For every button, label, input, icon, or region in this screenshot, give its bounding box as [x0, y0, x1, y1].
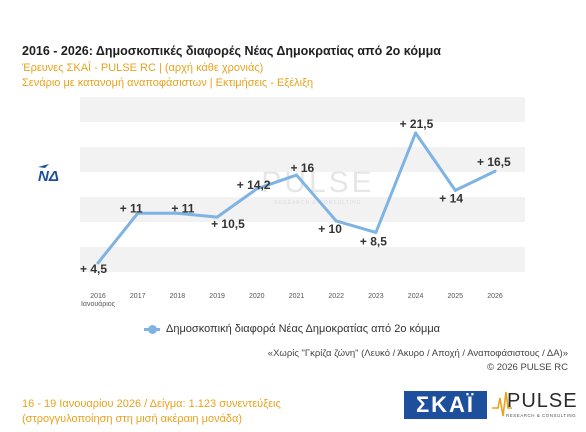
data-label: + 16,5: [477, 155, 511, 169]
data-label: + 11: [171, 201, 194, 215]
nd-logo-text: ΝΔ: [38, 168, 59, 183]
background-band: [80, 197, 525, 222]
background-band: [80, 147, 525, 172]
data-point: [255, 187, 259, 191]
footer-survey-info: 16 - 19 Ιανουαρίου 2026 / Δείγμα: 1.123 …: [22, 398, 281, 410]
data-point: [334, 219, 338, 223]
skai-logo: ΣΚΑΪ: [404, 391, 487, 419]
legend-label: Δημοσκοπική διαφορά Νέας Δημοκρατίας από…: [166, 323, 441, 335]
data-label: + 10: [318, 222, 342, 236]
chart-legend: Δημοσκοπική διαφορά Νέας Δημοκρατίας από…: [144, 323, 440, 335]
note-copyright: © 2026 PULSE RC: [487, 362, 568, 373]
x-tick-label: 2017: [130, 293, 146, 300]
x-tick-label: 2019: [209, 293, 225, 300]
data-point: [175, 211, 179, 215]
x-tick-label: 2018: [170, 293, 186, 300]
data-label: + 16: [291, 161, 315, 175]
legend-swatch: [144, 324, 160, 334]
note-grey-zone: «Χωρίς "Γκρίζα ζώνη" (Λευκό / Άκυρο / Απ…: [267, 348, 568, 359]
data-label: + 21,5: [400, 117, 434, 131]
pulse-logo-word: PULSE: [507, 390, 578, 412]
data-point: [295, 173, 298, 177]
data-point: [414, 131, 418, 135]
data-point: [96, 261, 100, 265]
chart-subtitle-sources: Έρευνες ΣΚΑΪ - PULSE RC | (αρχή κάθε χρο…: [22, 62, 264, 74]
data-label: + 14,2: [237, 178, 271, 192]
x-tick-label: 2022: [328, 293, 344, 300]
data-label: + 10,5: [211, 217, 245, 231]
nd-logo: ΝΔ: [38, 164, 59, 183]
data-label: + 11: [120, 201, 143, 215]
data-point: [374, 230, 378, 234]
background-band: [80, 97, 525, 122]
x-tick-label: 2016 Ιανουάριος: [81, 293, 116, 308]
pulse-logo-subtitle: RESEARCH & CONSULTING: [506, 413, 577, 418]
footer-rounding-note: (στρογγυλοποίηση στη μισή ακέραιη μονάδα…: [22, 413, 243, 425]
pulse-logo-mark: [492, 391, 512, 417]
data-point: [493, 169, 497, 173]
data-label: + 8,5: [360, 234, 387, 248]
x-tick-label: 2021: [289, 293, 305, 300]
data-label: + 14: [439, 191, 463, 205]
chart-subtitle-scenario: Σενάριο με κατανομή αναποφάσιστων | Εκτι…: [22, 77, 314, 89]
x-tick-label: 2025: [448, 293, 464, 300]
data-label: + 4,5: [80, 262, 107, 276]
x-tick-label: 2020: [249, 293, 265, 300]
chart-title: 2016 - 2026: Δημοσκοπικές διαφορές Νέας …: [22, 44, 441, 58]
data-point: [453, 188, 457, 192]
x-tick-label: 2024: [408, 293, 424, 300]
x-tick-label: 2023: [368, 293, 384, 300]
background-band: [80, 247, 525, 272]
watermark-subtext: RESEARCH & CONSULTING: [274, 200, 361, 206]
watermark-text: PULSE: [261, 166, 374, 199]
data-point: [215, 215, 219, 219]
x-tick-label: 2026: [487, 293, 503, 300]
data-point: [136, 211, 140, 215]
